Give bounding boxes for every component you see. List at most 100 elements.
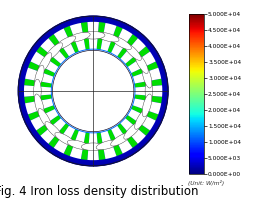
Circle shape bbox=[29, 27, 157, 155]
Circle shape bbox=[40, 38, 146, 144]
Circle shape bbox=[48, 46, 139, 136]
Wedge shape bbox=[135, 79, 162, 87]
Circle shape bbox=[43, 41, 143, 141]
Circle shape bbox=[21, 19, 165, 163]
Circle shape bbox=[45, 43, 141, 139]
Circle shape bbox=[32, 30, 154, 152]
Ellipse shape bbox=[35, 65, 44, 88]
Circle shape bbox=[45, 43, 141, 139]
Ellipse shape bbox=[81, 31, 105, 39]
Ellipse shape bbox=[111, 133, 131, 146]
Circle shape bbox=[21, 18, 166, 164]
Circle shape bbox=[38, 36, 148, 146]
Circle shape bbox=[34, 32, 152, 150]
Ellipse shape bbox=[45, 122, 63, 139]
Circle shape bbox=[44, 42, 142, 140]
Circle shape bbox=[26, 24, 160, 158]
Circle shape bbox=[27, 25, 160, 157]
Wedge shape bbox=[31, 109, 58, 130]
Circle shape bbox=[41, 39, 145, 143]
Wedge shape bbox=[24, 95, 52, 103]
Circle shape bbox=[51, 49, 135, 133]
Wedge shape bbox=[87, 22, 99, 49]
Wedge shape bbox=[70, 23, 86, 51]
Wedge shape bbox=[54, 126, 75, 154]
Circle shape bbox=[42, 40, 144, 142]
Circle shape bbox=[41, 39, 145, 143]
Wedge shape bbox=[28, 61, 55, 77]
Circle shape bbox=[22, 20, 165, 162]
Wedge shape bbox=[111, 126, 133, 154]
Circle shape bbox=[48, 46, 138, 136]
Wedge shape bbox=[40, 38, 66, 64]
Ellipse shape bbox=[38, 108, 52, 129]
Text: Fig. 4 Iron loss density distribution: Fig. 4 Iron loss density distribution bbox=[0, 185, 199, 198]
Wedge shape bbox=[131, 61, 158, 77]
Ellipse shape bbox=[124, 43, 141, 60]
Ellipse shape bbox=[38, 53, 52, 74]
Circle shape bbox=[51, 49, 136, 133]
Circle shape bbox=[38, 35, 149, 147]
Wedge shape bbox=[97, 22, 106, 49]
Circle shape bbox=[50, 48, 136, 134]
Wedge shape bbox=[36, 46, 61, 67]
Wedge shape bbox=[25, 99, 53, 114]
Circle shape bbox=[22, 20, 164, 162]
Text: (Unit: W/m²): (Unit: W/m²) bbox=[188, 180, 224, 186]
Circle shape bbox=[36, 34, 150, 148]
Circle shape bbox=[35, 32, 152, 150]
Circle shape bbox=[35, 33, 151, 149]
Wedge shape bbox=[36, 115, 61, 136]
Circle shape bbox=[34, 32, 153, 150]
Circle shape bbox=[43, 41, 143, 141]
Ellipse shape bbox=[81, 143, 105, 151]
Circle shape bbox=[23, 20, 164, 162]
Ellipse shape bbox=[55, 36, 76, 49]
Ellipse shape bbox=[45, 43, 63, 60]
Wedge shape bbox=[126, 46, 150, 67]
Wedge shape bbox=[117, 123, 138, 148]
Circle shape bbox=[24, 22, 162, 160]
Circle shape bbox=[20, 18, 166, 164]
Circle shape bbox=[35, 33, 151, 149]
Circle shape bbox=[46, 44, 140, 138]
Circle shape bbox=[38, 36, 148, 146]
Circle shape bbox=[26, 24, 160, 158]
Wedge shape bbox=[107, 129, 123, 156]
Circle shape bbox=[29, 27, 157, 155]
Ellipse shape bbox=[135, 53, 148, 74]
Circle shape bbox=[25, 23, 162, 159]
Circle shape bbox=[30, 28, 156, 154]
Ellipse shape bbox=[35, 94, 44, 117]
Wedge shape bbox=[117, 34, 138, 59]
Circle shape bbox=[49, 47, 137, 135]
Wedge shape bbox=[81, 22, 90, 49]
Wedge shape bbox=[131, 105, 158, 121]
Circle shape bbox=[23, 21, 163, 161]
Wedge shape bbox=[101, 131, 117, 159]
Circle shape bbox=[21, 19, 166, 163]
Wedge shape bbox=[48, 34, 69, 59]
Wedge shape bbox=[28, 105, 55, 121]
Wedge shape bbox=[70, 131, 86, 159]
Wedge shape bbox=[126, 115, 150, 136]
Wedge shape bbox=[111, 28, 133, 56]
Ellipse shape bbox=[67, 32, 90, 42]
Ellipse shape bbox=[96, 140, 119, 150]
Wedge shape bbox=[133, 99, 161, 114]
Wedge shape bbox=[135, 95, 162, 103]
Wedge shape bbox=[64, 26, 79, 53]
Ellipse shape bbox=[55, 133, 76, 146]
Circle shape bbox=[27, 25, 159, 157]
Circle shape bbox=[52, 50, 134, 132]
Wedge shape bbox=[135, 85, 162, 97]
Wedge shape bbox=[31, 52, 58, 73]
Wedge shape bbox=[128, 52, 156, 73]
Circle shape bbox=[31, 29, 155, 153]
Circle shape bbox=[19, 17, 167, 165]
Circle shape bbox=[37, 35, 150, 147]
Circle shape bbox=[18, 16, 168, 166]
Ellipse shape bbox=[111, 36, 131, 49]
Circle shape bbox=[37, 35, 149, 147]
Ellipse shape bbox=[67, 140, 90, 150]
